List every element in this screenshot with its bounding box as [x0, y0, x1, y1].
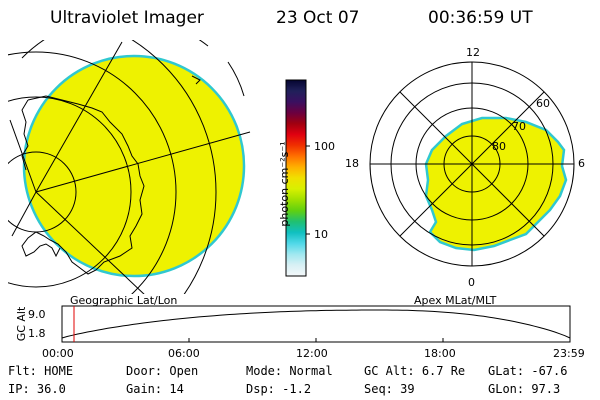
- mlt-label-12: 12: [466, 46, 480, 59]
- altitude-ylabel: GC Alt: [14, 306, 28, 342]
- geographic-map: [8, 40, 251, 294]
- info-ip: IP: 36.0: [8, 382, 66, 396]
- right-panel-caption: Apex MLat/MLT: [414, 294, 497, 307]
- mlt-label-0: 0: [468, 276, 475, 289]
- altitude-curve: [61, 309, 571, 339]
- coastline-island: [191, 75, 201, 85]
- info-gain: Gain: 14: [126, 382, 184, 396]
- time-tick-label: 23:59: [553, 347, 585, 360]
- info-mode: Mode: Normal: [246, 364, 333, 378]
- colorbar: [285, 79, 310, 277]
- left-panel-caption: Geographic Lat/Lon: [70, 294, 178, 307]
- altitude-ytick-max: 9.0: [28, 308, 46, 321]
- colorbar-scale: [285, 79, 307, 277]
- info-dsp: Dsp: -1.2: [246, 382, 312, 396]
- coastline: [21, 95, 145, 275]
- time-axis-ticks: [61, 338, 571, 342]
- time-tick-label: 00:00: [42, 347, 74, 360]
- outer-latitude-arc-right: [227, 61, 245, 97]
- info-glon: GLon: 97.3: [488, 382, 561, 396]
- latitude-circle-mid: [8, 96, 132, 288]
- date-label: 23 Oct 07: [276, 8, 360, 28]
- latitude-circle-outer2: [131, 40, 217, 294]
- latitude-circle-outer: [8, 51, 177, 294]
- info-glat: GLat: -67.6: [488, 364, 568, 378]
- colorbar-tick-label-10: 10: [314, 228, 328, 241]
- time-label: 00:36:59 UT: [428, 8, 533, 28]
- colorbar-unit-label: photon cm⁻²s⁻¹: [278, 141, 292, 227]
- longitude-line: [35, 131, 251, 193]
- longitude-line: [35, 191, 145, 294]
- mlt-label-6: 6: [578, 157, 585, 170]
- mlat-label-80: 80: [492, 140, 506, 153]
- colorbar-tick-label-100: 100: [314, 140, 335, 153]
- coastline-west: [21, 99, 29, 171]
- mlat-label-60: 60: [536, 97, 550, 110]
- longitude-line: [11, 191, 37, 237]
- instrument-title: Ultraviolet Imager: [50, 8, 204, 28]
- longitude-line: [35, 41, 123, 193]
- info-flight: Flt: HOME: [8, 364, 74, 378]
- outer-latitude-arc: [21, 40, 209, 59]
- auroral-image-geographic: [22, 54, 246, 278]
- mlt-label-18: 18: [345, 157, 359, 170]
- altitude-plot: [61, 305, 571, 343]
- longitude-line: [9, 119, 37, 193]
- time-tick-label: 12:00: [296, 347, 328, 360]
- info-door: Door: Open: [126, 364, 199, 378]
- mlat-label-70: 70: [512, 120, 526, 133]
- time-tick-label: 18:00: [424, 347, 456, 360]
- polar-map: [369, 61, 575, 267]
- time-tick-label: 06:00: [168, 347, 200, 360]
- altitude-ytick-min: 1.8: [28, 327, 46, 340]
- mlt-diagonal-line: [399, 91, 545, 237]
- info-seq: Seq: 39: [364, 382, 415, 396]
- auroral-oval: [424, 116, 568, 252]
- info-gc-alt: GC Alt: 6.7 Re: [364, 364, 466, 378]
